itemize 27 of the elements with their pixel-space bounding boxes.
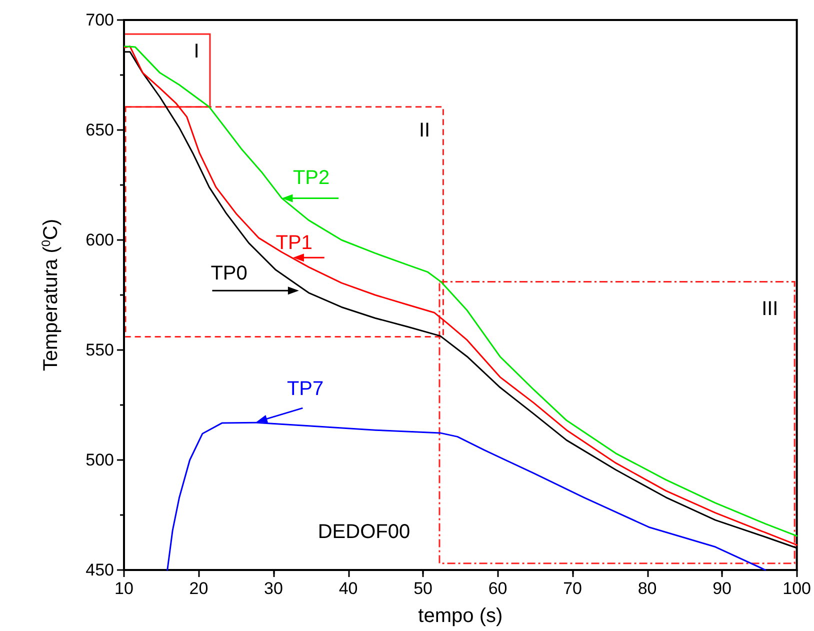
x-tick-label: 20 (189, 579, 208, 598)
y-tick-label: 600 (86, 230, 114, 250)
y-tick-label: 700 (86, 10, 114, 30)
x-tick-label: 10 (114, 579, 134, 598)
y-tick-label: 650 (86, 120, 114, 140)
y-tick-label: 550 (86, 340, 114, 360)
x-axis-title: tempo (s) (418, 605, 503, 627)
series-label: TP0 (210, 262, 248, 285)
x-tick-label: 40 (338, 579, 358, 598)
series-label: TP7 (286, 378, 324, 400)
series-label: TP2 (292, 166, 330, 189)
y-tick-label: 500 (86, 450, 114, 470)
x-tick-label: 100 (782, 579, 812, 598)
series-label: TP1 (276, 232, 312, 254)
annotation: III (762, 298, 778, 320)
x-tick-label: 60 (488, 579, 508, 598)
annotation: I (194, 40, 200, 62)
y-tick-label: 450 (86, 560, 114, 580)
x-tick-label: 80 (638, 579, 657, 598)
y-axis-title: Temperatura (0C) (39, 218, 62, 372)
line-series (166, 422, 766, 571)
x-tick-label: 30 (264, 579, 283, 598)
annotation: DEDOF00 (318, 521, 410, 544)
x-tick-label: 50 (414, 579, 432, 598)
annotation: II (418, 120, 430, 142)
x-tick-label: 90 (712, 579, 732, 598)
x-tick-label: 70 (563, 579, 582, 598)
